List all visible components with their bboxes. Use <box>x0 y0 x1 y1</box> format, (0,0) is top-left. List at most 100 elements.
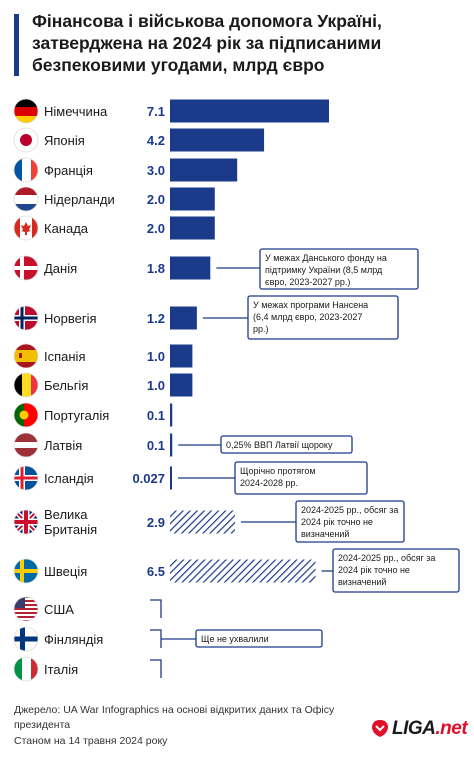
country-label: Нідерланди <box>44 192 115 207</box>
country-label: Португалія <box>44 408 109 423</box>
value-label: 2.9 <box>147 515 165 530</box>
france-flag-icon <box>13 157 39 183</box>
canada-flag-icon <box>13 215 39 241</box>
annotation-text: 2024-2028 рр. <box>240 478 298 488</box>
country-label: Ісландія <box>44 471 94 486</box>
country-label: Швеція <box>44 564 87 579</box>
bar-chart: Німеччина 7.1 Японія 4.2 Франція 3.0 Нідерланд… <box>13 98 460 682</box>
norway-flag-icon <box>13 305 39 331</box>
country-label: Італія <box>44 662 78 677</box>
country-label: Бельгія <box>44 378 88 393</box>
source-line-1: Джерело: UA War Infographics на основі в… <box>14 704 335 716</box>
value-label: 7.1 <box>147 104 165 119</box>
value-label: 2.0 <box>147 221 165 236</box>
spain-flag-icon <box>13 343 39 369</box>
country-label: Латвія <box>44 438 82 453</box>
annotation-text: визначений <box>338 577 386 587</box>
country-label: Норвегія <box>44 311 97 326</box>
value-label: 6.5 <box>147 564 165 579</box>
annotation-text: У межах Данського фонду на <box>265 253 387 263</box>
liga-logo-icon <box>372 720 388 737</box>
bar <box>170 158 238 182</box>
bar <box>170 216 215 240</box>
annotation-text: У межах програми Нансена <box>253 300 368 310</box>
annotation-box <box>259 248 419 290</box>
annotation-text: 2024-2025 рр., обсяг за <box>301 505 398 515</box>
annotation-box <box>295 500 405 543</box>
annotation-text: 0,25% ВВП Латвії щороку <box>226 440 333 450</box>
no-data-bracket <box>150 599 162 618</box>
value-label: 4.2 <box>147 133 165 148</box>
country-label: Японія <box>44 133 85 148</box>
annotation-box <box>234 461 368 495</box>
annotation-text: Ще не ухвалили <box>201 634 269 644</box>
annotation-box <box>220 435 353 454</box>
value-label: 0.1 <box>147 408 165 423</box>
netherlands-flag-icon <box>13 186 39 212</box>
annotation-box <box>332 548 460 593</box>
usa-flag-icon <box>13 596 39 622</box>
bar <box>170 373 193 397</box>
annotation-text: рр.) <box>253 324 269 334</box>
title-accent-bar <box>14 14 19 76</box>
bar <box>170 306 197 330</box>
liga-logo-text: LIGA.net <box>392 718 468 740</box>
bar <box>170 344 193 368</box>
italy-flag-icon <box>13 656 39 682</box>
no-data-bracket <box>150 629 162 648</box>
belgium-flag-icon <box>13 372 39 398</box>
country-label: США <box>44 602 74 617</box>
bar <box>170 99 329 123</box>
annotation-text: 2024-2025 рр., обсяг за <box>338 553 435 563</box>
annotation-text: Щорічно протягом <box>240 466 316 476</box>
country-label: Франція <box>44 163 93 178</box>
bar <box>170 403 173 427</box>
annotation-text: (6,4 млрд євро, 2023-2027 <box>253 312 362 322</box>
denmark-flag-icon <box>13 255 39 281</box>
value-label: 1.0 <box>147 378 165 393</box>
finland-flag-icon <box>13 626 39 652</box>
as-of-date: Станом на 14 травня 2024 року <box>14 735 168 747</box>
annotation-text: 2024 рік точно не <box>338 565 410 575</box>
value-label: 3.0 <box>147 163 165 178</box>
liga-logo: LIGA.net <box>370 716 468 742</box>
bar <box>170 187 215 211</box>
iceland-flag-icon <box>13 465 39 491</box>
annotation-box <box>247 295 399 340</box>
source-note: Джерело: UA War Infographics на основі в… <box>14 703 344 733</box>
bar <box>170 510 235 534</box>
value-label: 1.2 <box>147 311 165 326</box>
bar <box>170 256 211 280</box>
bar <box>170 559 316 583</box>
sweden-flag-icon <box>13 558 39 584</box>
value-label: 2.0 <box>147 192 165 207</box>
liga-logo-suffix: .net <box>435 718 468 739</box>
germany-flag-icon <box>13 98 39 124</box>
chart-title: Фінансова і військова допомога Україні, … <box>32 11 382 75</box>
value-label: 1.8 <box>147 261 165 276</box>
annotation-text: євро, 2023-2027 рр.) <box>265 277 350 287</box>
annotation-text: підтримку України (8,5 млрд <box>265 265 383 275</box>
value-label: 0.1 <box>147 438 165 453</box>
latvia-flag-icon <box>13 432 39 458</box>
country-label: Німеччина <box>44 104 108 119</box>
japan-flag-icon <box>13 127 39 153</box>
liga-logo-main: LIGA <box>392 718 436 739</box>
country-label: Данія <box>44 261 77 276</box>
source-line-2: президента <box>14 719 71 731</box>
country-label: Велика Британія <box>44 507 97 537</box>
bar <box>170 128 265 152</box>
country-label: Фінляндія <box>44 632 103 647</box>
bar <box>170 466 172 490</box>
bar <box>170 433 173 457</box>
no-data-bracket <box>150 659 162 678</box>
portugal-flag-icon <box>13 402 39 428</box>
uk-flag-icon <box>13 509 39 535</box>
country-label: Канада <box>44 221 89 236</box>
annotation-text: 2024 рік точно не <box>301 517 373 527</box>
value-label: 1.0 <box>147 349 165 364</box>
annotation-box <box>195 629 323 648</box>
value-label: 0.027 <box>132 471 165 486</box>
annotation-text: визначений <box>301 529 349 539</box>
country-label: Іспанія <box>44 349 86 364</box>
